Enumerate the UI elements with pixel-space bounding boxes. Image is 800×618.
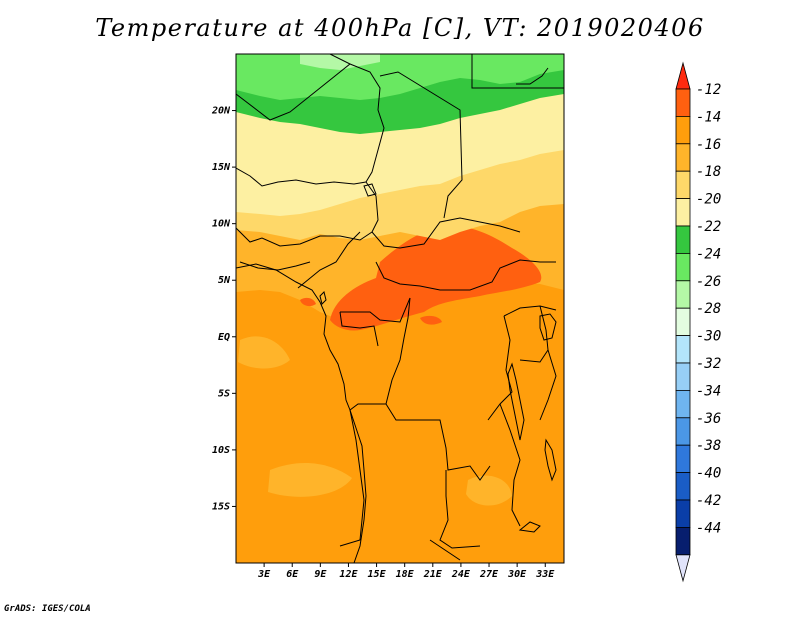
country-boundaries	[236, 54, 564, 561]
grads-credit: GrADS: IGES/COLA	[4, 604, 91, 614]
colorbar-bin	[675, 362, 691, 391]
colorbar-label: -42	[696, 493, 721, 509]
colorbar-bin	[675, 499, 691, 528]
colorbar-bin	[675, 170, 691, 199]
field-patch-warm-2	[300, 297, 316, 307]
colorbar-bin	[675, 527, 691, 556]
lon-tick-label: 12E	[339, 569, 358, 580]
lat-tick-label: 15N	[212, 162, 231, 173]
colorbar-label: -36	[696, 411, 721, 427]
field-patch-west	[238, 336, 290, 369]
lat-tick-label: 10N	[212, 219, 231, 230]
coastlines	[236, 67, 549, 563]
latitude-axis: 20N 15N 10N 5N EQ 5S 10S 15S	[211, 106, 236, 512]
lon-tick-label: 21E	[423, 569, 443, 580]
colorbar: -12 -14 -16 -18 -20 -22 -24 -26 -28 -30 -32 -34 -36 -…	[675, 61, 721, 583]
field-band-12	[330, 226, 542, 331]
lon-tick-label: 18E	[396, 569, 415, 580]
lat-tick-label: 10S	[212, 445, 230, 456]
colorbar-label: -34	[696, 383, 721, 399]
colorbar-label: -40	[696, 466, 721, 482]
colorbar-bin	[675, 389, 691, 419]
colorbar-low-arrow	[675, 554, 691, 583]
colorbar-label: -24	[696, 246, 721, 262]
colorbar-bin	[675, 444, 691, 474]
colorbar-label: -28	[696, 301, 721, 317]
colorbar-bin	[675, 116, 691, 145]
colorbar-label: -30	[696, 329, 721, 345]
colorbar-label: -20	[696, 192, 721, 208]
map-frame	[235, 53, 565, 564]
temperature-field	[236, 54, 564, 563]
lon-tick-label: 24E	[451, 569, 471, 580]
colorbar-high-arrow	[675, 61, 691, 90]
field-patch-warm-1	[420, 315, 442, 325]
colorbar-label: -14	[696, 109, 721, 125]
colorbar-label: -32	[696, 356, 721, 372]
lon-tick-label: 3E	[257, 569, 271, 580]
colorbar-label: -22	[696, 219, 721, 235]
colorbar-label: -16	[696, 137, 721, 153]
lon-tick-label: 30E	[507, 569, 527, 580]
lon-tick-label: 33E	[535, 569, 555, 580]
colorbar-bin	[675, 335, 691, 364]
lakes	[319, 183, 557, 533]
colorbar-bin	[675, 88, 691, 117]
colorbar-bin	[675, 252, 691, 282]
colorbar-label: -44	[696, 520, 721, 536]
lon-tick-label: 27E	[479, 569, 499, 580]
lat-tick-label: 5N	[218, 275, 231, 286]
colorbar-label: -12	[696, 82, 721, 98]
lon-tick-label: 6E	[286, 569, 299, 580]
colorbar-bin	[675, 143, 691, 172]
field-patch-south	[268, 463, 352, 497]
colorbar-bin	[675, 307, 691, 337]
colorbar-label: -18	[696, 164, 721, 180]
colorbar-bin	[675, 225, 691, 254]
field-band-26	[300, 54, 380, 70]
lon-tick-label: 15E	[368, 569, 387, 580]
colorbar-bin	[675, 280, 691, 309]
lat-tick-label: 5S	[218, 388, 230, 399]
colorbar-bin	[675, 472, 691, 501]
lat-tick-label: 15S	[212, 501, 230, 512]
lat-tick-label: EQ	[218, 332, 230, 343]
colorbar-label: -38	[696, 438, 721, 454]
colorbar-bin	[675, 198, 691, 227]
lon-tick-label: 9E	[314, 569, 327, 580]
map-title: Temperature at 400hPa [C], VT: 201902040…	[95, 14, 705, 42]
colorbar-bin	[675, 417, 691, 446]
colorbar-label: -26	[696, 274, 721, 290]
lat-tick-label: 20N	[211, 106, 231, 117]
field-patch-southeast	[466, 475, 512, 506]
longitude-axis: 3E 6E 9E 12E 15E 18E 21E 24E 27E 30E 33E	[257, 563, 555, 580]
